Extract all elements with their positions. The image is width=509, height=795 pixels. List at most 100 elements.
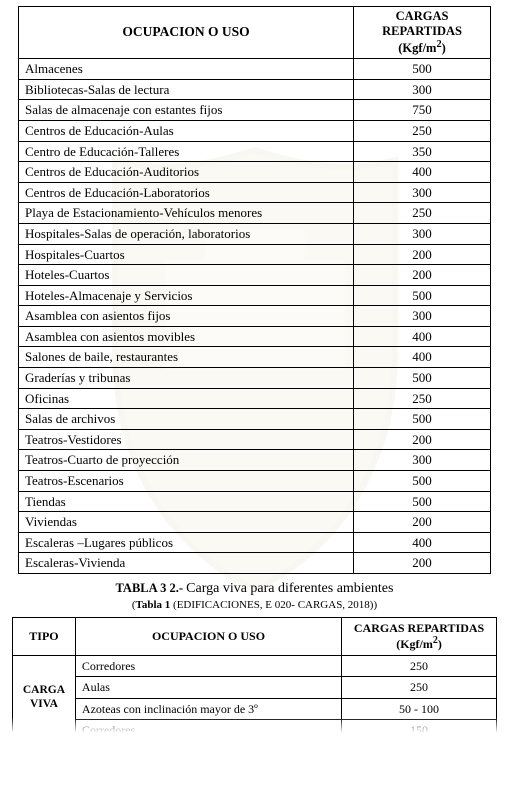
table-row: Salones de baile, restaurantes400 [19,347,491,368]
cell-ocupacion: Playa de Estacionamiento-Vehículos menor… [19,203,354,224]
header2-cargas-unit-prefix: (Kgf/m [396,637,433,651]
table-row: Teatros-Escenarios500 [19,471,491,492]
table-subcaption: (Tabla 1 (EDIFICACIONES, E 020- CARGAS, … [18,599,491,611]
table-row: Escaleras-Vivienda200 [19,553,491,574]
table-row: Viviendas200 [19,512,491,533]
cell-ocupacion: Salas de archivos [19,409,354,430]
cell-value: 500 [354,368,491,389]
table-row: Hoteles-Almacenaje y Servicios500 [19,285,491,306]
table-caption: TABLA 3 2.- Carga viva para diferentes a… [18,580,491,597]
cell-value: 250 [342,655,497,676]
cell-ocupacion: Almacenes [19,59,354,80]
table-row: Escaleras –Lugares públicos400 [19,532,491,553]
cell-value: 400 [354,347,491,368]
cell-ocupacion: Hospitales-Salas de operación, laborator… [19,223,354,244]
cell-ocupacion: Asamblea con asientos fijos [19,306,354,327]
cell-ocupacion: Graderías y tribunas [19,368,354,389]
table-row: Salas de almacenaje con estantes fijos75… [19,100,491,121]
table-row: Hospitales-Salas de operación, laborator… [19,223,491,244]
header-ocupacion: OCUPACION O USO [19,7,354,59]
cell-ocupacion: Corredores [75,655,341,676]
cell-ocupacion: Viviendas [19,512,354,533]
subcaption-bold: Tabla 1 [136,599,171,611]
table-row: CARGAVIVACorredores250 [13,655,497,676]
caption-rest: Carga viva para diferentes ambientes [186,581,393,596]
header-cargas-line1: CARGAS [396,9,449,23]
table-row: Centro de Educación-Talleres350 [19,141,491,162]
table-row: Graderías y tribunas500 [19,368,491,389]
table-row: Centros de Educación-Auditorios400 [19,162,491,183]
cell-ocupacion: Teatros-Escenarios [19,471,354,492]
header2-cargas-unit-suffix: ) [438,637,442,651]
cell-value: 400 [354,532,491,553]
table-row: Teatros-Cuarto de proyección300 [19,450,491,471]
table2-header-row: TIPO OCUPACION O USO CARGAS REPARTIDAS (… [13,618,497,656]
table-row: Aulas250 [13,677,497,698]
table-row: Hoteles-Cuartos200 [19,265,491,286]
header2-cargas: CARGAS REPARTIDAS (Kgf/m2) [342,618,497,656]
cell-value: 200 [354,265,491,286]
cell-value: 250 [354,203,491,224]
header-cargas: CARGAS REPARTIDAS (Kgf/m2) [354,7,491,59]
load-table-secondary-wrap: TIPO OCUPACION O USO CARGAS REPARTIDAS (… [12,617,497,735]
cell-value: 250 [354,388,491,409]
header-cargas-unit-prefix: (Kgf/m [398,41,436,55]
table-row: Centros de Educación-Aulas250 [19,120,491,141]
cell-value: 500 [354,471,491,492]
cell-value: 250 [354,120,491,141]
cell-value: 300 [354,450,491,471]
page-cutoff-fade [12,717,497,735]
table-row: Bibliotecas-Salas de lectura300 [19,79,491,100]
tipo-line1: CARGA [23,684,65,696]
cell-ocupacion: Salas de almacenaje con estantes fijos [19,100,354,121]
cell-value: 300 [354,306,491,327]
cell-ocupacion: Centros de Educación-Laboratorios [19,182,354,203]
cell-value: 500 [354,491,491,512]
cell-ocupacion: Tiendas [19,491,354,512]
cell-value: 500 [354,409,491,430]
cell-value: 300 [354,79,491,100]
caption-lead: TABLA 3 2.- [116,581,187,595]
load-table-main: OCUPACION O USO CARGAS REPARTIDAS (Kgf/m… [18,6,491,574]
cell-value: 200 [354,244,491,265]
table-row: Tiendas500 [19,491,491,512]
cell-ocupacion: Salones de baile, restaurantes [19,347,354,368]
cell-ocupacion: Oficinas [19,388,354,409]
table-row: Asamblea con asientos movibles400 [19,326,491,347]
cell-value: 750 [354,100,491,121]
cell-value: 400 [354,162,491,183]
cell-ocupacion: Escaleras-Vivienda [19,553,354,574]
cell-ocupacion: Asamblea con asientos movibles [19,326,354,347]
table-row: Asamblea con asientos fijos300 [19,306,491,327]
cell-ocupacion: Hospitales-Cuartos [19,244,354,265]
cell-ocupacion: Aulas [75,677,341,698]
table-row: Salas de archivos500 [19,409,491,430]
cell-value: 350 [354,141,491,162]
cell-ocupacion: Centros de Educación-Auditorios [19,162,354,183]
cell-ocupacion: Centros de Educación-Aulas [19,120,354,141]
table-header-row: OCUPACION O USO CARGAS REPARTIDAS (Kgf/m… [19,7,491,59]
cell-value: 300 [354,223,491,244]
header-cargas-line2: REPARTIDAS [382,24,462,38]
header2-tipo: TIPO [13,618,76,656]
tipo-line2: VIVA [30,698,58,710]
cell-value: 200 [354,553,491,574]
cell-value: 500 [354,59,491,80]
cell-ocupacion: Bibliotecas-Salas de lectura [19,79,354,100]
cell-ocupacion: Escaleras –Lugares públicos [19,532,354,553]
cell-value: 200 [354,512,491,533]
header-cargas-unit-suffix: ) [442,41,446,55]
cell-value: 200 [354,429,491,450]
cell-value: 250 [342,677,497,698]
subcaption-suffix: (EDIFICACIONES, E 020- CARGAS, 2018)) [170,599,377,611]
cell-ocupacion: Teatros-Cuarto de proyección [19,450,354,471]
cell-ocupacion: Hoteles-Cuartos [19,265,354,286]
table-row: Centros de Educación-Laboratorios300 [19,182,491,203]
table-row: Oficinas250 [19,388,491,409]
table-row: Playa de Estacionamiento-Vehículos menor… [19,203,491,224]
cell-ocupacion: Centro de Educación-Talleres [19,141,354,162]
cell-ocupacion: Teatros-Vestidores [19,429,354,450]
cell-value: 500 [354,285,491,306]
cell-value: 300 [354,182,491,203]
table-row: Almacenes500 [19,59,491,80]
